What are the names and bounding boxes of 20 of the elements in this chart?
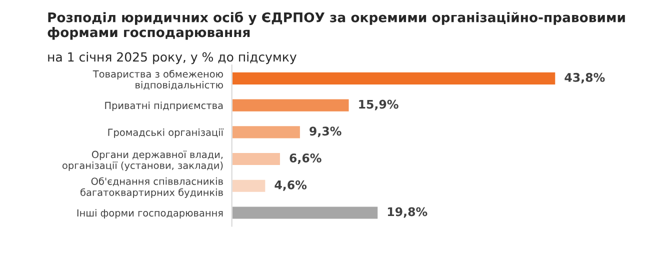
bar xyxy=(232,98,350,113)
y-tick-label: Інші форми господарювання xyxy=(77,209,223,218)
y-tick-label: Об'єднання співвласників багатоквартирних будинків xyxy=(80,177,223,198)
data-label: 15,9% xyxy=(359,100,398,110)
y-tick-label: Товариства з обмеженою відповідальністю xyxy=(92,70,223,90)
bar xyxy=(232,124,302,140)
y-tick-label: Приватні підприємства xyxy=(105,102,223,112)
bar xyxy=(232,152,282,166)
data-label: 9,3% xyxy=(310,126,342,138)
data-label: 19,8% xyxy=(388,207,428,218)
bar xyxy=(232,205,379,220)
chart-title: Розподіл юридичних осіб у ЄДРПОУ за окремими організаційно-правовими формами господарювання xyxy=(48,12,625,40)
chart-subtitle: на 1 січня 2025 року, у % до підсумку xyxy=(48,52,296,64)
data-label: 43,8% xyxy=(564,72,605,84)
y-tick-label: Органи державної влади, організації (установи, заклади) xyxy=(62,150,223,171)
data-label: 4,6% xyxy=(274,180,307,191)
bar xyxy=(232,178,267,194)
data-label: 6,6% xyxy=(290,154,322,164)
bar xyxy=(232,71,557,86)
y-tick-label: Громадські організації xyxy=(108,128,224,138)
